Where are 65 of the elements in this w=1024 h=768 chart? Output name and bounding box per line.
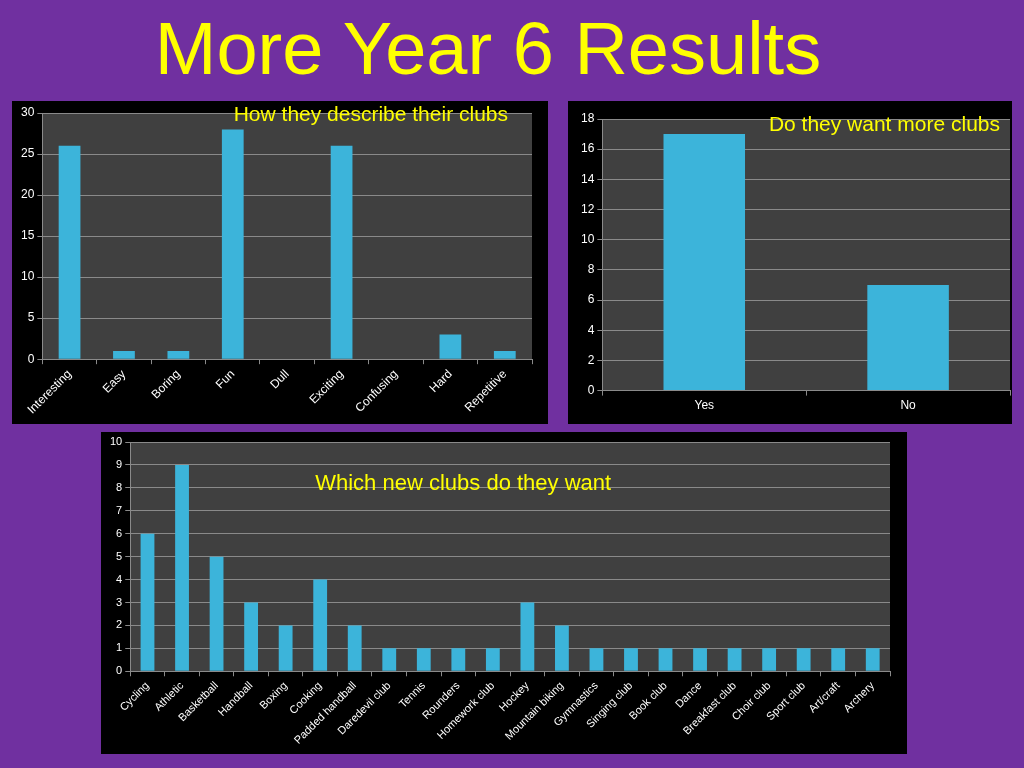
bar bbox=[140, 533, 155, 671]
text: More Year 6 Results bbox=[153, 6, 823, 92]
y-tick-label: 8 bbox=[587, 262, 595, 277]
bar bbox=[58, 145, 81, 359]
y-tick-label: 6 bbox=[587, 292, 595, 307]
y-tick-label: 3 bbox=[116, 595, 123, 608]
y-tick-label: 0 bbox=[27, 351, 35, 366]
y-tick-label: 1 bbox=[116, 641, 123, 654]
bar bbox=[347, 625, 362, 671]
bar bbox=[658, 648, 673, 671]
bar bbox=[439, 334, 462, 359]
bar bbox=[796, 648, 811, 671]
y-tick-label: 10 bbox=[20, 269, 35, 284]
y-tick-label: 15 bbox=[20, 228, 35, 243]
bar bbox=[624, 648, 638, 671]
y-tick-label: 8 bbox=[116, 480, 123, 493]
y-tick-label: 9 bbox=[116, 457, 123, 470]
bar bbox=[485, 648, 500, 671]
y-tick-label: 12 bbox=[580, 201, 595, 216]
y-tick-label: 7 bbox=[116, 503, 123, 516]
bar bbox=[313, 579, 328, 671]
chart-title: Do they want more clubs bbox=[768, 111, 1000, 135]
y-tick-label: 10 bbox=[580, 232, 595, 247]
chart-title: How they describe their clubs bbox=[233, 101, 508, 125]
y-tick-label: 5 bbox=[116, 549, 123, 562]
bar bbox=[221, 129, 244, 359]
x-tick-label: Fun bbox=[212, 366, 238, 392]
x-tick-label: Yes bbox=[694, 398, 715, 413]
bar bbox=[416, 648, 431, 671]
y-tick-label: 4 bbox=[116, 572, 123, 585]
bar bbox=[209, 556, 224, 671]
bar bbox=[555, 625, 569, 671]
bar bbox=[167, 350, 190, 359]
bar bbox=[382, 648, 397, 671]
y-tick-label: 0 bbox=[587, 382, 595, 397]
bar bbox=[762, 648, 777, 671]
text: Which new clubs do they want bbox=[315, 470, 612, 496]
y-tick-label: 25 bbox=[20, 146, 35, 161]
bar bbox=[831, 648, 846, 671]
bar bbox=[451, 648, 466, 671]
bar bbox=[865, 648, 880, 671]
bar bbox=[244, 602, 259, 671]
y-tick-label: 0 bbox=[116, 664, 123, 677]
y-tick-label: 18 bbox=[580, 111, 595, 126]
bar bbox=[175, 464, 189, 671]
y-tick-label: 4 bbox=[587, 322, 595, 337]
y-tick-label: 16 bbox=[580, 141, 595, 156]
y-tick-label: 30 bbox=[20, 105, 35, 120]
bar bbox=[278, 625, 293, 671]
bar bbox=[493, 350, 516, 359]
y-tick-label: 10 bbox=[109, 435, 123, 448]
y-tick-label: 2 bbox=[587, 352, 595, 367]
x-tick-label: Dull bbox=[267, 366, 292, 392]
y-tick-label: 6 bbox=[116, 526, 123, 539]
bar bbox=[330, 145, 353, 359]
bar bbox=[589, 648, 604, 671]
x-tick-label: No bbox=[900, 398, 917, 413]
bar bbox=[727, 648, 742, 671]
bar bbox=[520, 602, 535, 671]
y-tick-label: 2 bbox=[116, 618, 123, 631]
y-tick-label: 14 bbox=[580, 171, 595, 186]
bar bbox=[693, 648, 707, 671]
bar bbox=[113, 350, 135, 359]
y-tick-label: 5 bbox=[27, 310, 35, 325]
y-tick-label: 20 bbox=[20, 187, 35, 202]
